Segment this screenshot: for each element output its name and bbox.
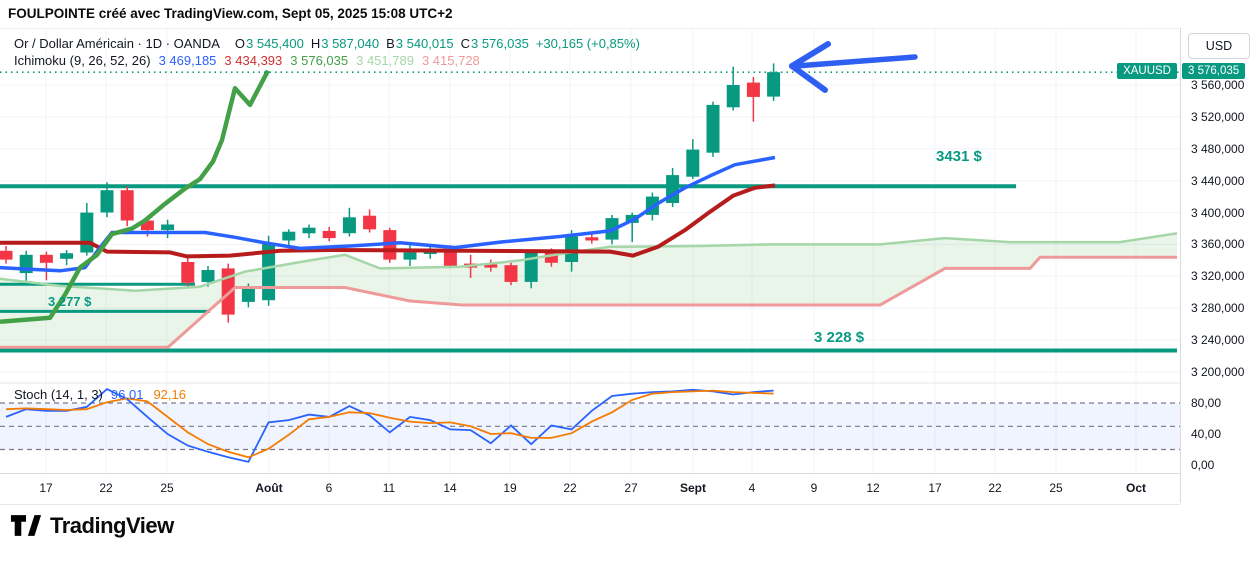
high-label: H <box>310 36 321 51</box>
stoch-legend[interactable]: Stoch (14, 1, 3) 96,01 92,16 <box>14 387 186 402</box>
time-tick-label: 14 <box>443 481 457 495</box>
symbol-price-badge: XAUUSD <box>1117 63 1177 79</box>
watermark-title: FOULPOINTE créé avec TradingView.com, Se… <box>8 6 453 21</box>
currency-button[interactable]: USD <box>1188 33 1250 59</box>
ichimoku-label: Ichimoku (9, 26, 52, 26) <box>14 53 151 68</box>
main-chart-pane[interactable] <box>0 0 1180 503</box>
time-tick-label: 17 <box>39 481 53 495</box>
price-tick-label: 3 200,000 <box>1191 365 1245 379</box>
level-label-3277: 3 277 $ <box>48 294 92 309</box>
time-tick-label: 22 <box>563 481 577 495</box>
close-label: C <box>460 36 470 51</box>
change-value: +30,165 (+0,85%) <box>535 36 640 51</box>
time-tick-label: 9 <box>810 481 818 495</box>
symbol-title: Or / Dollar Américain · 1D · OANDA <box>14 36 220 51</box>
price-tick-label: 3 280,000 <box>1191 301 1245 315</box>
kijun-value: 3 434,393 <box>224 53 283 68</box>
stoch-tick-label: 80,00 <box>1191 396 1222 410</box>
tenkan-value: 3 469,185 <box>158 53 217 68</box>
price-tick-label: 3 480,000 <box>1191 142 1245 156</box>
time-tick-label: Sept <box>679 481 707 495</box>
time-tick-label: 22 <box>99 481 113 495</box>
time-tick-label: 12 <box>866 481 880 495</box>
level-label-3431: 3431 $ <box>936 148 982 165</box>
time-tick-label: 25 <box>160 481 174 495</box>
high-value: 3 587,040 <box>321 36 380 51</box>
tradingview-logo-text: TradingView <box>50 512 174 538</box>
price-tick-label: 3 400,000 <box>1191 206 1245 220</box>
senkou-a-value: 3 451,789 <box>356 53 414 68</box>
price-tick-label: 3 520,000 <box>1191 110 1245 124</box>
time-tick-label: 25 <box>1049 481 1063 495</box>
stoch-d-value: 92,16 <box>153 387 186 402</box>
price-tick-label: 3 360,000 <box>1191 237 1245 251</box>
price-tick-label: 3 320,000 <box>1191 269 1245 283</box>
last-price-badge: 3 576,035 <box>1182 63 1246 79</box>
time-tick-label: 19 <box>503 481 517 495</box>
open-value: 3 545,400 <box>246 36 304 51</box>
time-tick-label: 27 <box>624 481 638 495</box>
time-tick-label: Oct <box>1125 481 1147 495</box>
time-tick-label: 6 <box>325 481 333 495</box>
senkou-b-value: 3 415,728 <box>421 53 480 68</box>
stoch-label: Stoch (14, 1, 3) <box>14 387 103 402</box>
header-divider <box>0 28 1257 29</box>
stoch-k-value: 96,01 <box>110 387 144 402</box>
time-tick-label: 22 <box>988 481 1002 495</box>
tradingview-branding[interactable]: TradingView <box>10 512 174 539</box>
tradingview-logo-icon <box>10 515 42 536</box>
price-axis[interactable]: USD 3 560,000 3 520,000 3 480,000 3 440,000… <box>1180 28 1257 503</box>
time-tick-label: 4 <box>748 481 756 495</box>
price-tick-label: 3 440,000 <box>1191 174 1245 188</box>
chart-canvas[interactable] <box>0 0 1180 503</box>
low-value: 3 540,015 <box>395 36 454 51</box>
time-tick-label: Août <box>255 481 283 495</box>
open-label: O <box>234 36 245 51</box>
price-tick-label: 3 240,000 <box>1191 333 1245 347</box>
price-tick-label: 3 560,000 <box>1191 78 1245 92</box>
low-label: B <box>386 36 395 51</box>
chikou-value: 3 576,035 <box>290 53 349 68</box>
close-value: 3 576,035 <box>470 36 529 51</box>
level-label-3228: 3 228 $ <box>814 329 865 346</box>
time-tick-label: 17 <box>928 481 942 495</box>
symbol-legend[interactable]: Or / Dollar Américain · 1D · OANDA O3 545… <box>14 36 640 51</box>
time-axis[interactable]: 17 22 25 Août 6 11 14 19 22 27 Sept 4 9 12 17 22 25 Oct <box>0 473 1180 505</box>
stoch-tick-label: 40,00 <box>1191 427 1222 441</box>
stoch-tick-label: 0,00 <box>1191 458 1215 472</box>
time-tick-label: 11 <box>382 481 396 495</box>
ichimoku-legend[interactable]: Ichimoku (9, 26, 52, 26) 3 469,185 3 434,3… <box>14 53 480 68</box>
